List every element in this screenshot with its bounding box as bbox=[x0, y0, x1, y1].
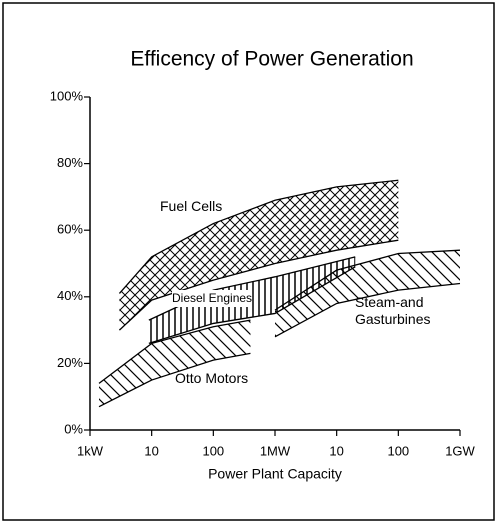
band-label: Otto Motors bbox=[175, 370, 249, 386]
y-tick-label: 60% bbox=[57, 222, 83, 237]
band-label: Diesel Engines bbox=[172, 290, 253, 307]
band-lower bbox=[118, 239, 399, 331]
band-area bbox=[275, 250, 460, 337]
x-tick-label: 10 bbox=[329, 443, 343, 458]
band-lower bbox=[274, 282, 461, 338]
x-tick-label: 10 bbox=[144, 443, 158, 458]
y-tick-label: 40% bbox=[57, 288, 83, 303]
x-tick-label: 100 bbox=[387, 443, 409, 458]
y-tick-label: 80% bbox=[57, 155, 83, 170]
band-area bbox=[99, 320, 251, 407]
x-axis-label: Power Plant Capacity bbox=[208, 466, 342, 482]
y-tick-label: 20% bbox=[57, 355, 83, 370]
band-upper bbox=[98, 319, 251, 384]
band-label: Steam-and Gasturbines bbox=[355, 294, 431, 327]
band-upper bbox=[118, 179, 399, 294]
x-tick-label: 1GW bbox=[445, 443, 475, 458]
band-area bbox=[119, 180, 399, 331]
y-tick-label: 100% bbox=[50, 88, 84, 103]
band-lower bbox=[98, 352, 251, 408]
x-tick-label: 1kW bbox=[77, 443, 104, 458]
x-tick-label: 1MW bbox=[260, 443, 291, 458]
x-tick-label: 100 bbox=[202, 443, 224, 458]
band-upper bbox=[274, 249, 461, 311]
y-tick-label: 0% bbox=[64, 421, 83, 436]
band-label: Fuel Cells bbox=[160, 198, 223, 214]
chart-title: Efficency of Power Generation bbox=[130, 48, 413, 71]
